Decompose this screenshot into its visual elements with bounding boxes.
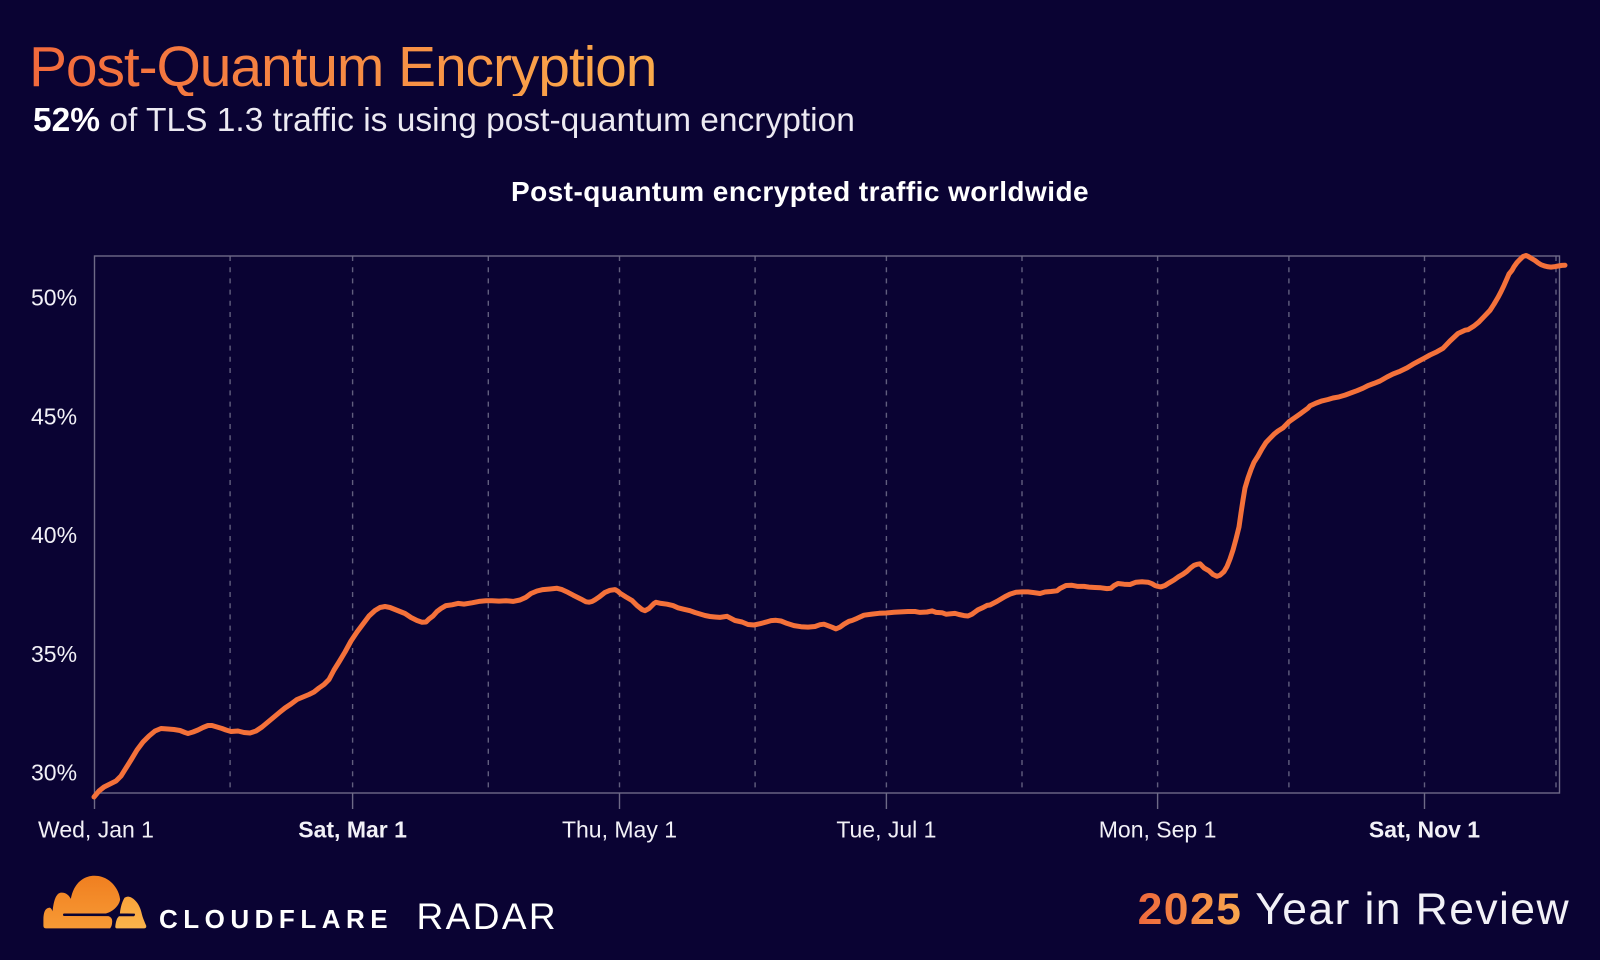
svg-text:Sat, Nov 1: Sat, Nov 1 bbox=[1369, 817, 1480, 843]
svg-text:35%: 35% bbox=[31, 641, 77, 667]
svg-text:Tue, Jul 1: Tue, Jul 1 bbox=[836, 817, 936, 843]
svg-text:50%: 50% bbox=[31, 285, 77, 311]
svg-text:Sat, Mar 1: Sat, Mar 1 bbox=[298, 817, 407, 843]
svg-text:45%: 45% bbox=[31, 403, 77, 429]
svg-text:Wed, Jan 1: Wed, Jan 1 bbox=[38, 817, 154, 843]
svg-text:40%: 40% bbox=[31, 522, 77, 548]
svg-text:30%: 30% bbox=[31, 760, 77, 786]
svg-text:Thu, May 1: Thu, May 1 bbox=[562, 817, 677, 843]
svg-text:Mon, Sep 1: Mon, Sep 1 bbox=[1099, 817, 1217, 843]
